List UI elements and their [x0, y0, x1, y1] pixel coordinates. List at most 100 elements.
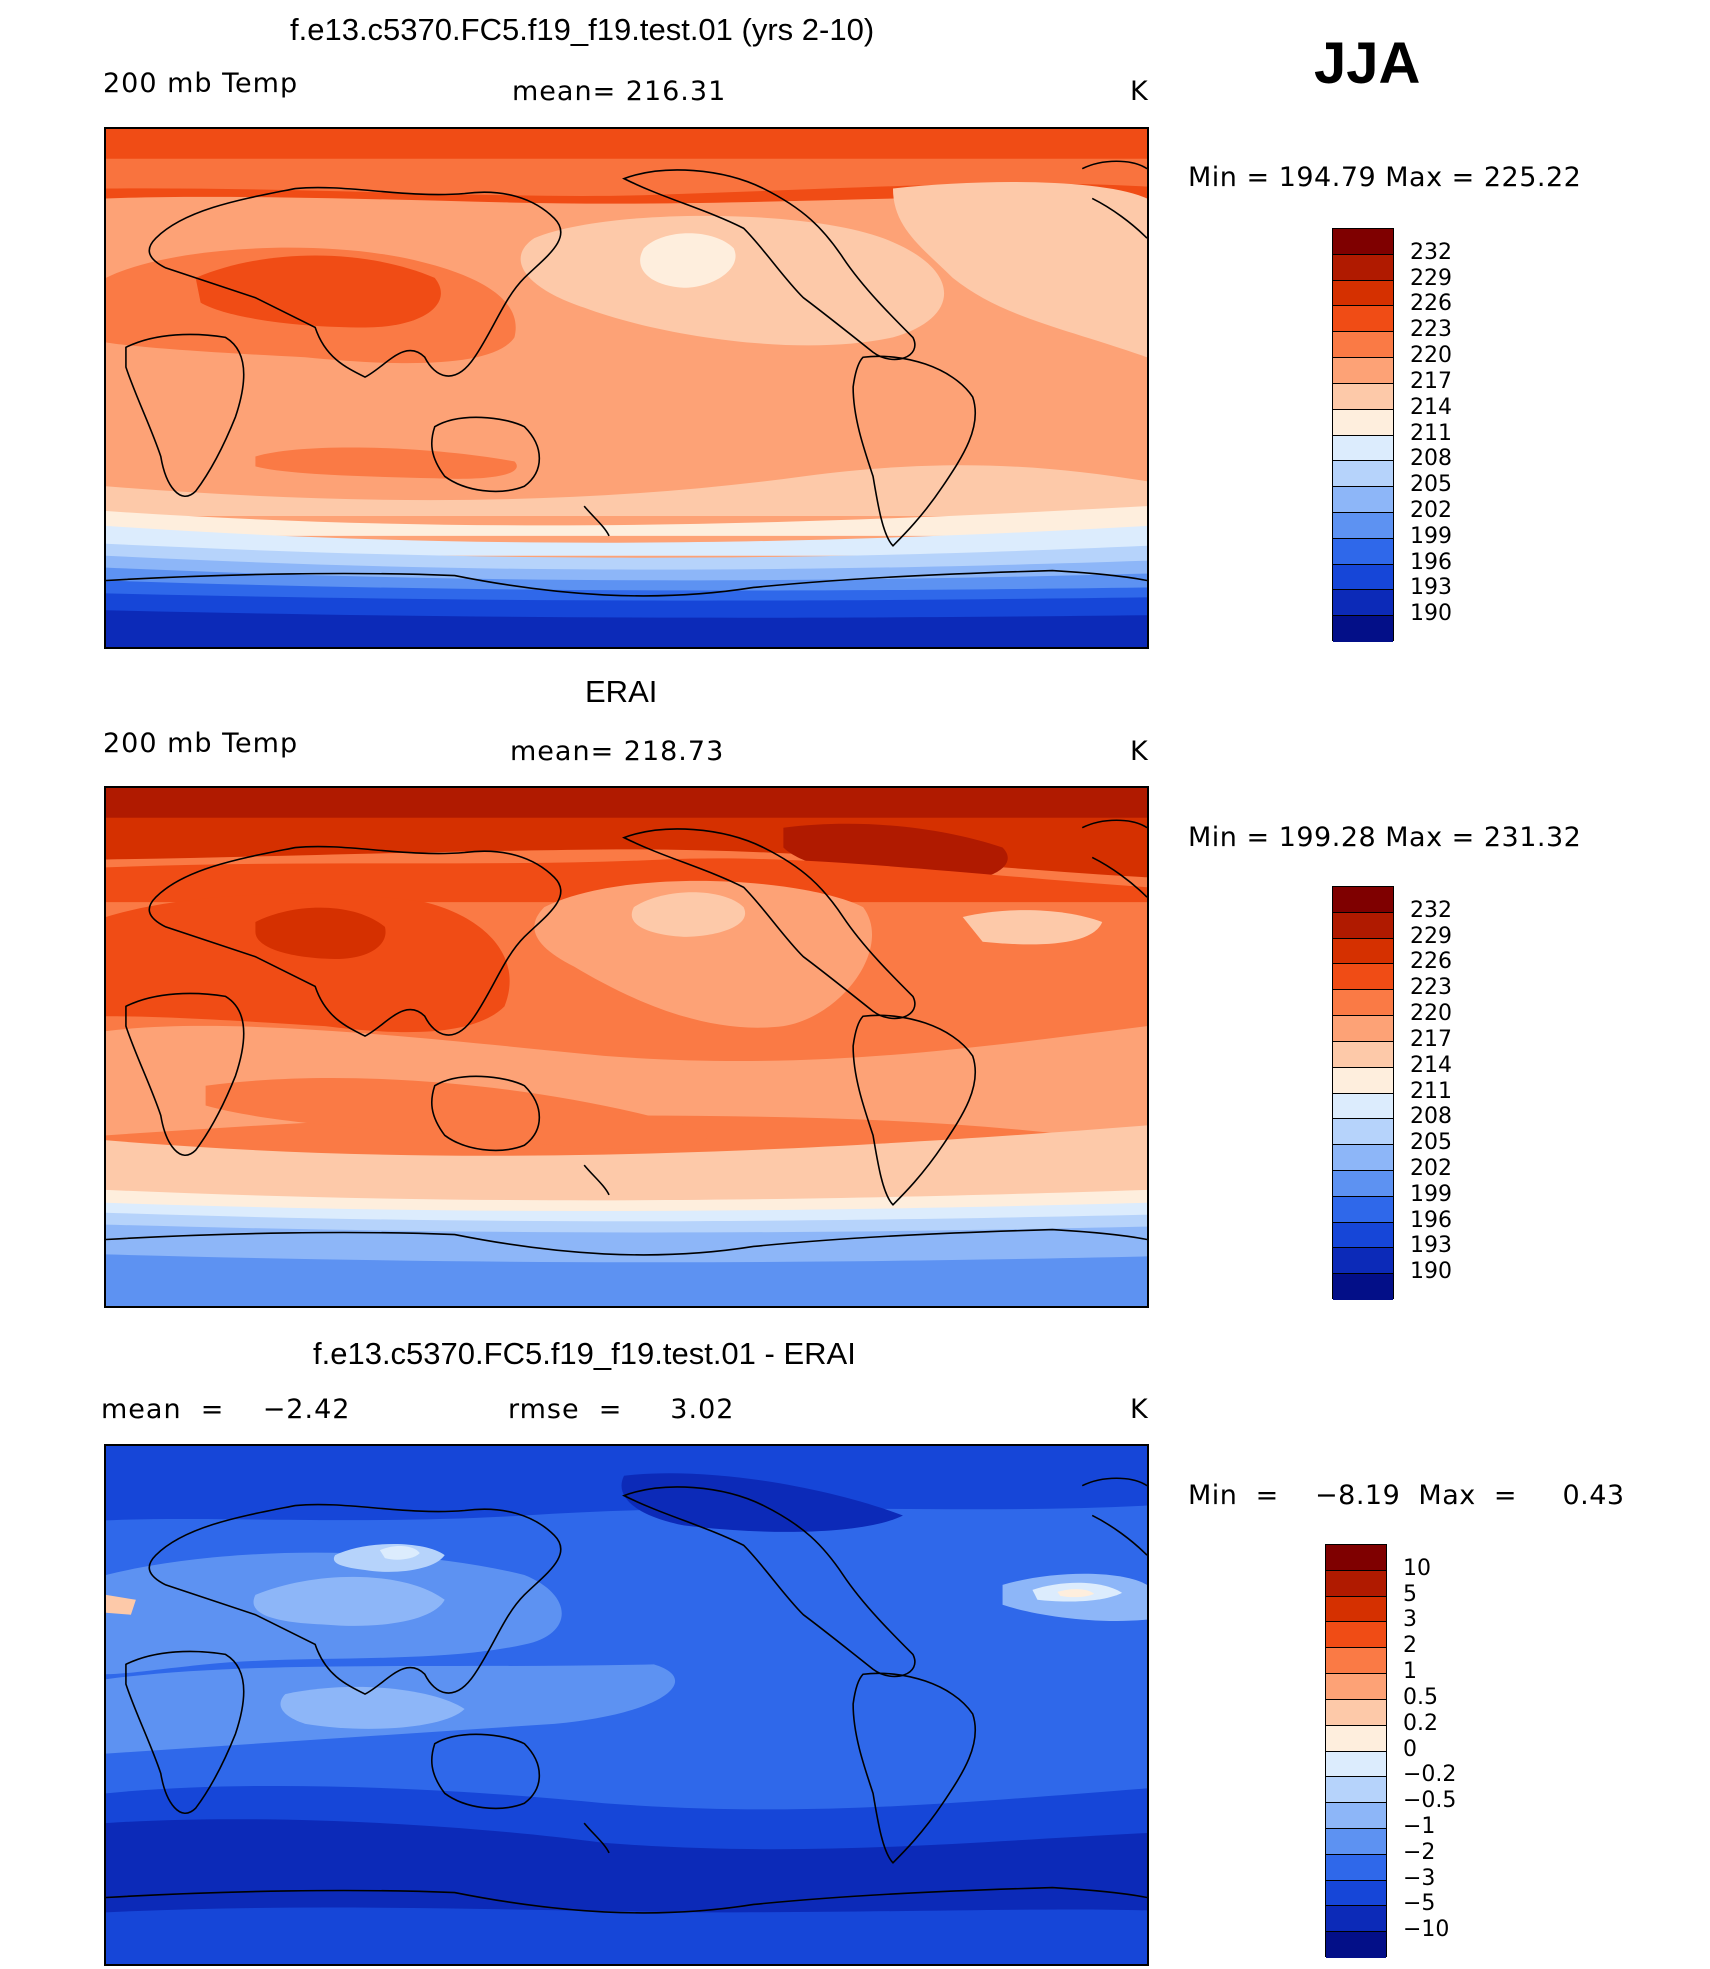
colorbar-tick-label: 223: [1410, 975, 1452, 1001]
colorbar-swatch: [1326, 1699, 1386, 1726]
panel1-mean: mean= 216.31: [512, 76, 727, 107]
panel3-coastlines: [106, 1477, 1147, 1914]
colorbar-tick-label: 1: [1403, 1659, 1417, 1685]
colorbar-swatch: [1326, 1854, 1386, 1881]
colorbar-tick-label: 193: [1410, 575, 1452, 601]
panel3-title: f.e13.c5370.FC5.f19_f19.test.01 - ERAI: [313, 1336, 856, 1371]
panel3-south-deepest: [106, 1819, 1147, 1923]
colorbar-tick-label: 220: [1410, 343, 1452, 369]
colorbar-swatch: [1333, 538, 1393, 565]
panel2-coastlines: [106, 819, 1147, 1256]
colorbar-tick-label: 196: [1410, 1207, 1452, 1233]
panel1-band-211: [106, 506, 1147, 536]
colorbar-swatch: [1333, 938, 1393, 965]
panel2-title: ERAI: [585, 674, 658, 709]
colorbar-swatch: [1333, 1248, 1393, 1275]
panel1-pacific-peak: [640, 233, 736, 288]
panel1-title: f.e13.c5370.FC5.f19_f19.test.01 (yrs 2-1…: [290, 12, 875, 47]
colorbar-swatch: [1333, 564, 1393, 591]
panel2-north-mid: [106, 858, 1147, 903]
colorbar-swatch: [1326, 1777, 1386, 1804]
colorbar-swatch: [1333, 409, 1393, 436]
colorbar-tick-label: 190: [1410, 601, 1452, 627]
colorbar-swatch: [1333, 887, 1393, 913]
panel3-tibet-pale: [253, 1576, 445, 1626]
panel3-antarctic: [106, 1907, 1147, 1964]
colorbar-swatch: [1333, 358, 1393, 384]
colorbar-tick-label: 3: [1403, 1607, 1417, 1633]
panel1-northeast-pale: [520, 215, 945, 346]
panel1-south-warm: [255, 447, 517, 479]
colorbar-swatch: [1333, 332, 1393, 359]
colorbar-swatch: [1326, 1906, 1386, 1933]
colorbar-tick-label: −1: [1403, 1813, 1436, 1839]
colorbar-swatch: [1333, 306, 1393, 333]
colorbar-tick-label: 5: [1403, 1581, 1417, 1607]
panel1-units: K: [1130, 76, 1149, 107]
colorbar-tick-label: 0: [1403, 1736, 1417, 1762]
colorbar-tick-label: −2: [1403, 1839, 1436, 1865]
panel3-colorbar-bar: [1325, 1544, 1387, 1958]
colorbar-swatch: [1326, 1570, 1386, 1597]
colorbar-tick-label: −5: [1403, 1891, 1436, 1917]
panel2-band-208: [106, 1202, 1147, 1225]
colorbar-swatch: [1333, 990, 1393, 1017]
panel1-variable: 200 mb Temp: [103, 68, 299, 99]
colorbar-tick-label: 226: [1410, 291, 1452, 317]
colorbar-tick-label: 232: [1410, 897, 1452, 923]
colorbar-swatch: [1333, 1016, 1393, 1042]
panel2-southern-pale: [106, 1125, 1147, 1205]
panel1-band-190: [106, 610, 1147, 647]
colorbar-swatch: [1326, 1622, 1386, 1649]
panel3-atlantic-core: [1057, 1589, 1095, 1598]
colorbar-swatch: [1333, 1170, 1393, 1197]
panel1-north-america-pale: [892, 182, 1147, 358]
panel2-map: [104, 786, 1149, 1308]
colorbar-tick-label: 226: [1410, 949, 1452, 975]
colorbar-tick-label: 232: [1410, 239, 1452, 265]
colorbar-swatch: [1326, 1932, 1386, 1958]
panel1-minmax: Min = 194.79 Max = 225.22: [1188, 162, 1582, 193]
colorbar-swatch: [1326, 1751, 1386, 1778]
colorbar-swatch: [1333, 1222, 1393, 1249]
colorbar-tick-label: 190: [1410, 1259, 1452, 1285]
colorbar-swatch: [1333, 383, 1393, 410]
panel3-map: [104, 1444, 1149, 1966]
panel2-minmax: Min = 199.28 Max = 231.32: [1188, 822, 1582, 853]
colorbar-swatch: [1333, 1041, 1393, 1068]
panel3-east-asia-core: [379, 1545, 420, 1560]
colorbar-tick-label: 223: [1410, 317, 1452, 343]
colorbar-swatch: [1326, 1828, 1386, 1855]
colorbar-swatch: [1333, 229, 1393, 255]
colorbar-tick-label: 205: [1410, 472, 1452, 498]
panel1-southern-pale: [106, 465, 1147, 517]
colorbar-tick-label: 199: [1410, 523, 1452, 549]
colorbar-tick-label: 0.5: [1403, 1684, 1438, 1710]
colorbar-swatch: [1333, 512, 1393, 539]
colorbar-swatch: [1326, 1648, 1386, 1675]
colorbar-tick-label: −0.2: [1403, 1762, 1457, 1788]
colorbar-tick-label: 0.2: [1403, 1710, 1438, 1736]
colorbar-swatch: [1326, 1596, 1386, 1623]
panel3-tropics-pale: [280, 1686, 465, 1729]
panel1-colorbar-bar: [1332, 228, 1394, 642]
panel3-mean: mean = −2.42: [101, 1394, 351, 1425]
panel3-west-edge: [106, 1594, 136, 1615]
colorbar-tick-label: 214: [1410, 1052, 1452, 1078]
panel1-coastlines: [106, 160, 1147, 597]
panel2-south-warm: [205, 1078, 708, 1150]
colorbar-tick-label: 217: [1410, 1026, 1452, 1052]
colorbar-tick-label: −0.5: [1403, 1788, 1457, 1814]
panel2-units: K: [1130, 736, 1149, 767]
colorbar-tick-label: 196: [1410, 549, 1452, 575]
panel2-band-199: [106, 1254, 1147, 1306]
colorbar-tick-label: 202: [1410, 497, 1452, 523]
colorbar-tick-label: −10: [1403, 1917, 1450, 1943]
colorbar-tick-label: 211: [1410, 1078, 1452, 1104]
colorbar-tick-label: 10: [1403, 1555, 1431, 1581]
colorbar-tick-label: 217: [1410, 368, 1452, 394]
colorbar-swatch: [1326, 1803, 1386, 1829]
colorbar-swatch: [1333, 1274, 1393, 1300]
colorbar-swatch: [1333, 280, 1393, 307]
panel2-pacific-pale: [534, 880, 873, 1028]
